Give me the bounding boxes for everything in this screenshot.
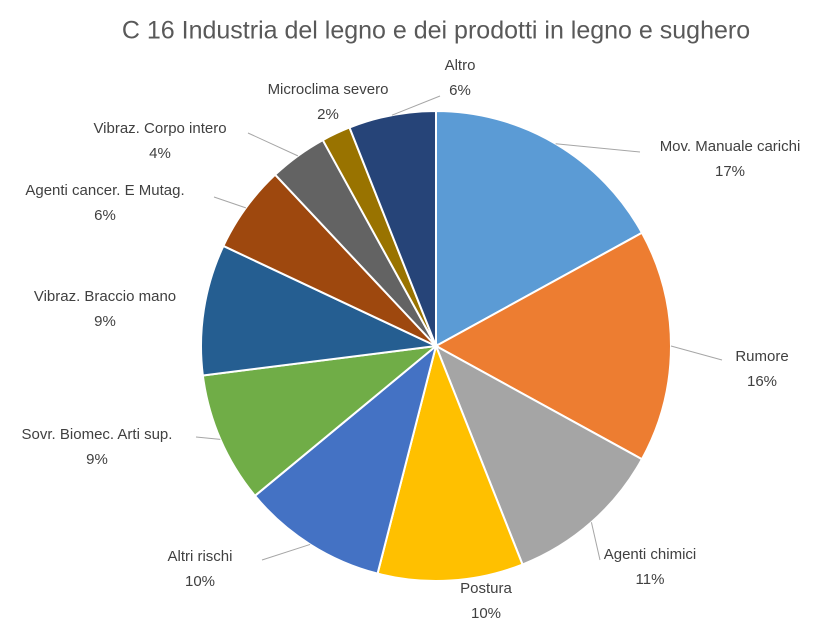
category-label: Agenti cancer. E Mutag. [25,182,184,199]
leader-line [247,132,299,157]
category-label: Mov. Manuale carichi [660,138,801,155]
value-label: 6% [449,82,471,99]
category-label: Microclima severo [268,81,389,98]
value-label: 11% [636,571,665,588]
category-label: Sovr. Biomec. Arti sup. [22,426,173,443]
pie-slice [201,344,440,498]
category-label: Agenti chimici [604,546,697,563]
value-label: 10% [471,605,501,622]
value-label: 9% [94,313,116,330]
pie-slice [200,244,440,377]
pie-slice [376,342,524,582]
value-label: 4% [149,145,171,162]
category-label: Altro [445,57,476,74]
category-label: Rumore [735,348,788,365]
value-label: 6% [94,207,116,224]
leader-line [555,143,641,153]
category-label: Vibraz. Corpo intero [93,120,226,137]
pie-slice [433,231,672,461]
pie-slice [435,109,644,348]
leader-line [590,522,601,561]
pie-slice [434,343,644,566]
chart-title: C 16 Industria del legno e dei prodotti … [122,17,750,45]
category-label: Altri rischi [167,548,232,565]
value-label: 10% [185,573,215,590]
leader-line [195,436,221,440]
category-label: Vibraz. Braccio mano [34,288,176,305]
value-label: 9% [86,451,108,468]
leader-line [391,95,441,116]
pie-slice [348,109,437,347]
value-label: 16% [747,373,777,390]
leader-line [213,196,247,209]
leader-line [670,345,723,361]
category-label: Postura [460,580,512,597]
leader-line [261,543,311,561]
value-label: 2% [317,106,339,123]
value-label: 17% [715,163,745,180]
